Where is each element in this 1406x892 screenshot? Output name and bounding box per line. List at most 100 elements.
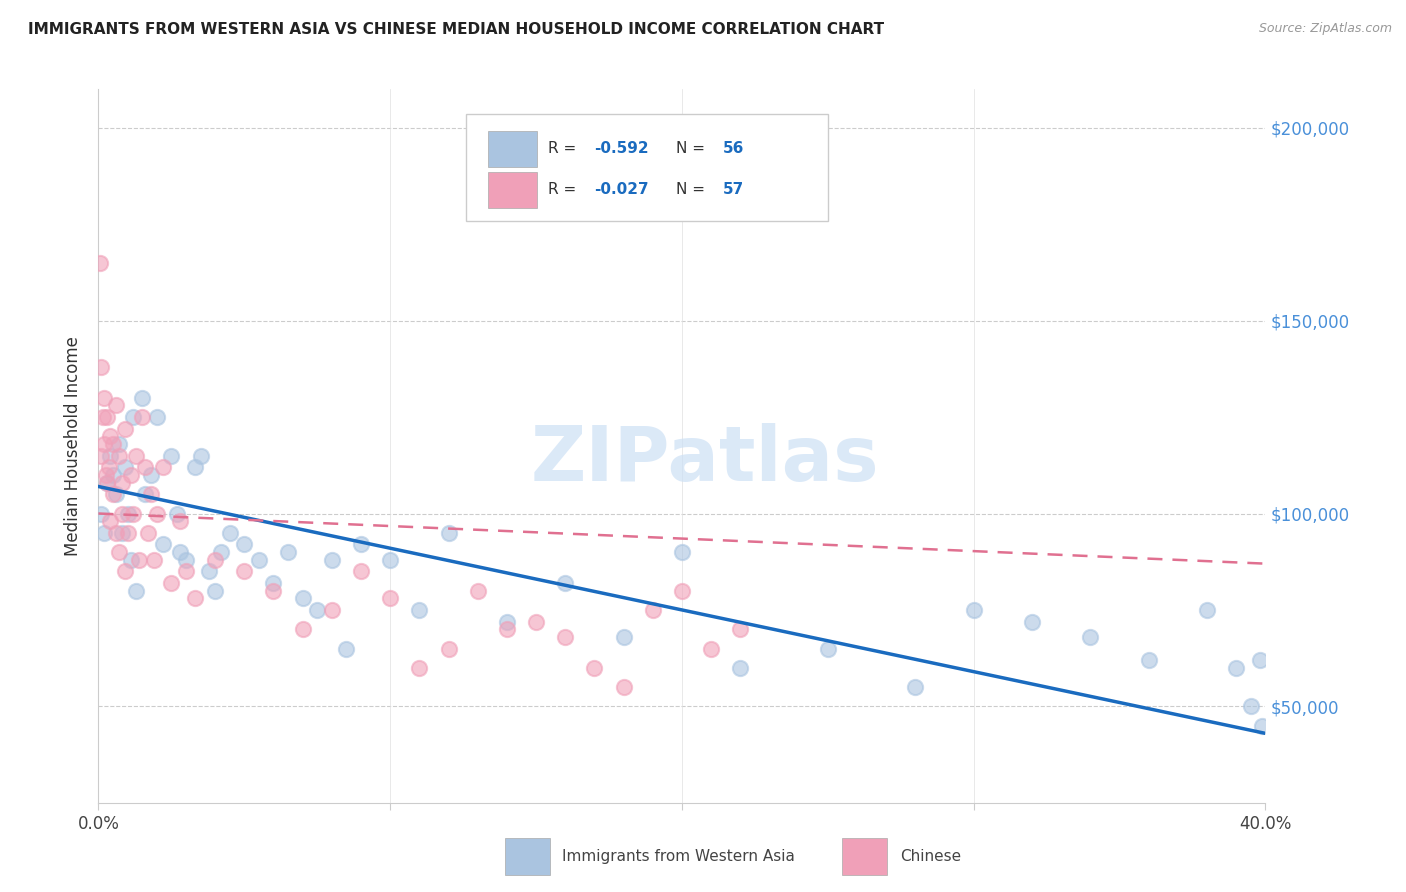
Point — [204, 553, 226, 567]
Point — [190, 449, 212, 463]
Point — [378, 591, 402, 606]
Point — [96, 475, 118, 490]
Point — [114, 422, 136, 436]
Point — [437, 641, 460, 656]
Point — [291, 622, 314, 636]
Text: Chinese: Chinese — [900, 849, 960, 863]
Point — [262, 576, 284, 591]
Point — [122, 507, 145, 521]
Point — [104, 525, 127, 540]
Point — [307, 603, 329, 617]
Text: N =: N = — [676, 141, 710, 156]
Point — [101, 487, 124, 501]
Point — [1080, 630, 1102, 644]
Text: -0.027: -0.027 — [595, 182, 650, 196]
Point — [90, 507, 112, 521]
Point — [89, 256, 111, 270]
Point — [134, 460, 156, 475]
Point — [1021, 615, 1043, 629]
Point — [262, 583, 284, 598]
Point — [120, 553, 142, 567]
Point — [152, 537, 174, 551]
Point — [1251, 719, 1274, 733]
Point — [321, 603, 343, 617]
Point — [198, 565, 221, 579]
Point — [291, 591, 314, 606]
Point — [101, 467, 124, 482]
Point — [146, 410, 169, 425]
Text: -0.592: -0.592 — [595, 141, 650, 156]
Point — [169, 545, 191, 559]
Point — [524, 615, 547, 629]
Point — [408, 603, 430, 617]
Point — [146, 507, 169, 521]
Point — [700, 641, 723, 656]
Point — [495, 622, 517, 636]
Y-axis label: Median Household Income: Median Household Income — [65, 336, 83, 556]
Point — [321, 553, 343, 567]
Point — [131, 410, 153, 425]
Point — [108, 437, 131, 451]
Point — [160, 576, 183, 591]
Point — [166, 507, 188, 521]
Point — [90, 359, 112, 374]
Point — [94, 467, 117, 482]
Point — [131, 391, 153, 405]
Point — [174, 565, 197, 579]
Point — [183, 460, 205, 475]
Point — [142, 553, 165, 567]
Point — [111, 525, 134, 540]
Point — [128, 553, 150, 567]
Point — [139, 487, 162, 501]
Point — [437, 525, 460, 540]
Point — [350, 537, 373, 551]
Point — [183, 591, 205, 606]
Point — [152, 460, 174, 475]
Point — [671, 583, 693, 598]
Point — [904, 680, 927, 694]
Point — [96, 410, 118, 425]
Point — [97, 460, 120, 475]
Text: ZIPatlas: ZIPatlas — [531, 424, 880, 497]
Point — [90, 449, 112, 463]
Point — [612, 680, 634, 694]
Point — [817, 641, 839, 656]
Point — [408, 661, 430, 675]
Point — [233, 565, 256, 579]
Point — [209, 545, 232, 559]
Point — [93, 525, 115, 540]
Point — [378, 553, 402, 567]
Point — [671, 545, 693, 559]
Text: R =: R = — [548, 141, 581, 156]
Point — [139, 467, 162, 482]
Point — [169, 514, 191, 528]
Point — [1195, 603, 1218, 617]
Point — [120, 467, 142, 482]
Point — [93, 391, 115, 405]
Text: Source: ZipAtlas.com: Source: ZipAtlas.com — [1258, 22, 1392, 36]
Point — [108, 545, 131, 559]
Point — [96, 475, 118, 490]
Point — [728, 661, 751, 675]
Text: 57: 57 — [723, 182, 744, 196]
Point — [554, 576, 576, 591]
Text: 56: 56 — [723, 141, 744, 156]
Point — [101, 437, 124, 451]
Point — [277, 545, 299, 559]
Point — [204, 583, 226, 598]
Text: IMMIGRANTS FROM WESTERN ASIA VS CHINESE MEDIAN HOUSEHOLD INCOME CORRELATION CHAR: IMMIGRANTS FROM WESTERN ASIA VS CHINESE … — [28, 22, 884, 37]
Point — [495, 615, 517, 629]
Point — [174, 553, 197, 567]
Point — [1240, 699, 1263, 714]
Point — [125, 583, 148, 598]
Text: N =: N = — [676, 182, 710, 196]
Point — [117, 525, 139, 540]
Point — [125, 449, 148, 463]
Text: Immigrants from Western Asia: Immigrants from Western Asia — [562, 849, 796, 863]
Point — [612, 630, 634, 644]
Point — [134, 487, 156, 501]
Point — [93, 437, 115, 451]
Point — [728, 622, 751, 636]
Point — [233, 537, 256, 551]
Point — [1249, 653, 1271, 667]
